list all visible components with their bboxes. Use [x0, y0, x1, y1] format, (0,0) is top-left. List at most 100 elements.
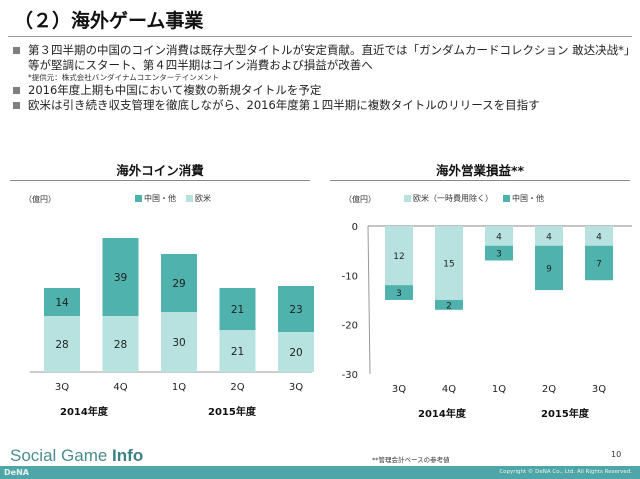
left-chart-title: 海外コイン消費	[116, 163, 204, 178]
data-label: 9	[546, 264, 552, 274]
legend-item-china: 中国・他	[503, 193, 544, 204]
bar-segment-china	[385, 285, 413, 300]
data-label: 4	[496, 232, 502, 242]
right-chart-title: 海外営業損益**	[435, 163, 525, 178]
bar-segment-china	[485, 245, 513, 261]
legend-item-china: 中国・他	[135, 193, 176, 204]
data-label: 21	[231, 304, 244, 316]
bar-segment-west	[44, 316, 80, 372]
legend-item-west: 欧米（一時費用除く）	[404, 193, 493, 204]
right-chart-divider	[330, 180, 630, 181]
footnote: **管理会計ベースの参考値	[372, 456, 450, 464]
company-logo: DeNA	[4, 468, 29, 477]
right-chart-unit: （億円）	[344, 195, 376, 204]
x-tick-label: 2Q	[542, 384, 556, 395]
data-label: 2	[446, 301, 452, 311]
bullet-item: 欧米は引き続き収支管理を徹底しながら、2016年度第１四半期に複数タイトルのリリ…	[10, 98, 632, 113]
left-fiscal-year-2014: 2014年度	[60, 407, 108, 418]
data-label: 3	[396, 289, 402, 299]
copyright-text: Copyright © DeNA Co., Ltd. All Rights Re…	[499, 469, 632, 475]
bar-segment-west	[485, 226, 513, 246]
left-chart: 28 14 3Q 28 39 4Q 30 29 1Q 21 21 2Q 20 23 3Q	[30, 238, 314, 393]
data-label: 20	[289, 347, 302, 359]
data-label: 39	[114, 272, 127, 284]
bullet-text: 2016年度上期も中国において複数の新規タイトルを予定	[28, 83, 322, 97]
y-tick-label: -20	[342, 321, 358, 332]
bar-segment-west	[585, 226, 613, 246]
page-title: （２）海外ゲーム事業	[14, 10, 204, 32]
bar-segment-china	[535, 245, 563, 291]
left-fiscal-year-2015: 2015年度	[208, 407, 256, 418]
left-chart-unit: （億円）	[24, 195, 56, 204]
data-label: 15	[443, 259, 454, 269]
data-label: 21	[231, 346, 244, 358]
bar-segment-west	[278, 332, 314, 372]
bullet-list: 第３四半期の中国のコイン消費は既存大型タイトルが安定貢献。直近では「ガンダムカー…	[10, 43, 632, 113]
data-label: 4	[596, 232, 602, 242]
legend-swatch	[186, 195, 193, 202]
bar-segment-west	[102, 316, 139, 372]
data-label: 12	[393, 252, 404, 262]
bar-segment-china	[102, 238, 139, 316]
bar-segment-china	[435, 299, 463, 310]
page-number: 10	[611, 450, 622, 459]
brand-watermark: Social Game Info	[10, 446, 143, 466]
data-label: 28	[114, 339, 127, 351]
bullet-note: *提供元：株式会社バンダイナムコエンターテインメント	[28, 73, 220, 82]
legend-item-west: 欧米	[186, 193, 211, 204]
legend-label: 欧米	[195, 194, 211, 203]
x-tick-label: 3Q	[392, 384, 406, 395]
data-label: 29	[172, 278, 185, 290]
bullet-text: 第３四半期の中国のコイン消費は既存大型タイトルが安定貢献。直近では「ガンダムカー…	[28, 43, 630, 72]
bullet-item: 第３四半期の中国のコイン消費は既存大型タイトルが安定貢献。直近では「ガンダムカー…	[10, 43, 632, 83]
bar-segment-west	[219, 330, 256, 372]
right-fiscal-year-2014: 2014年度	[418, 409, 466, 420]
bullet-square-icon	[13, 87, 20, 94]
x-tick-label: 4Q	[113, 382, 127, 393]
legend-label: 欧米（一時費用除く）	[413, 194, 493, 203]
x-tick-label: 1Q	[492, 384, 506, 395]
bar-segment-china	[161, 254, 197, 312]
left-chart-divider	[10, 180, 310, 181]
right-chart: 0 -10 -20 -30 12 3 3Q 15 2 4Q 4 3 1Q 4 9 2Q 4 7 3Q	[342, 222, 632, 395]
x-tick-label: 2Q	[230, 382, 244, 393]
bar-segment-west	[385, 226, 413, 286]
title-divider	[8, 36, 632, 37]
data-label: 23	[289, 304, 302, 316]
legend-swatch	[503, 195, 510, 202]
right-chart-legend: 欧米（一時費用除く） 中国・他	[404, 193, 550, 204]
bar-segment-china	[278, 286, 314, 332]
legend-swatch	[404, 195, 411, 202]
bar-segment-china	[44, 288, 80, 316]
bullet-text: 欧米は引き続き収支管理を徹底しながら、2016年度第１四半期に複数タイトルのリリ…	[28, 98, 540, 112]
footer-bar	[0, 466, 640, 479]
x-tick-label: 3Q	[289, 382, 303, 393]
bar-segment-west	[435, 226, 463, 300]
data-label: 30	[172, 337, 185, 349]
right-fiscal-year-2015: 2015年度	[541, 409, 589, 420]
x-tick-label: 3Q	[55, 382, 69, 393]
data-label: 7	[596, 259, 602, 269]
legend-label: 中国・他	[512, 194, 544, 203]
bar-segment-china	[219, 288, 256, 330]
left-chart-legend: 中国・他 欧米	[135, 193, 217, 204]
y-tick-label: -10	[342, 271, 358, 282]
brand-text-bold: Info	[112, 446, 144, 465]
bullet-square-icon	[13, 102, 20, 109]
data-label: 3	[496, 250, 502, 260]
bullet-square-icon	[13, 47, 20, 54]
data-label: 14	[55, 297, 69, 309]
x-tick-label: 3Q	[592, 384, 606, 395]
data-label: 28	[55, 339, 68, 351]
legend-swatch	[135, 195, 142, 202]
bar-segment-china	[585, 245, 613, 281]
x-tick-label: 4Q	[442, 384, 456, 395]
legend-label: 中国・他	[144, 194, 176, 203]
bar-segment-west	[535, 226, 563, 246]
y-tick-label: -30	[342, 370, 358, 381]
x-tick-label: 1Q	[172, 382, 186, 393]
bar-segment-west	[161, 312, 197, 372]
y-tick-label: 0	[352, 222, 358, 233]
y-axis-line	[367, 225, 371, 375]
bullet-item: 2016年度上期も中国において複数の新規タイトルを予定	[10, 83, 632, 98]
